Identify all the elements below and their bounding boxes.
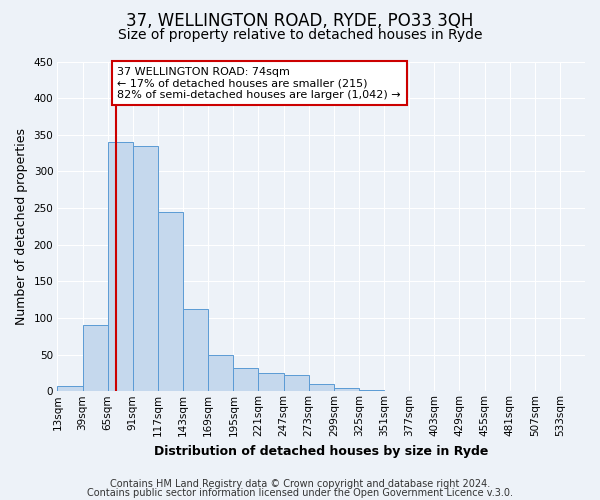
- Bar: [108, 142, 133, 392]
- Bar: [560, 390, 585, 392]
- Bar: [183, 309, 208, 392]
- Bar: [133, 146, 158, 392]
- Bar: [158, 212, 183, 392]
- Bar: [334, 388, 359, 392]
- Bar: [83, 326, 108, 392]
- Bar: [208, 354, 233, 392]
- X-axis label: Distribution of detached houses by size in Ryde: Distribution of detached houses by size …: [154, 444, 488, 458]
- Bar: [308, 384, 334, 392]
- Text: 37, WELLINGTON ROAD, RYDE, PO33 3QH: 37, WELLINGTON ROAD, RYDE, PO33 3QH: [127, 12, 473, 30]
- Text: Size of property relative to detached houses in Ryde: Size of property relative to detached ho…: [118, 28, 482, 42]
- Bar: [359, 390, 384, 392]
- Text: 37 WELLINGTON ROAD: 74sqm
← 17% of detached houses are smaller (215)
82% of semi: 37 WELLINGTON ROAD: 74sqm ← 17% of detac…: [118, 66, 401, 100]
- Y-axis label: Number of detached properties: Number of detached properties: [15, 128, 28, 325]
- Bar: [58, 386, 83, 392]
- Bar: [233, 368, 259, 392]
- Text: Contains HM Land Registry data © Crown copyright and database right 2024.: Contains HM Land Registry data © Crown c…: [110, 479, 490, 489]
- Text: Contains public sector information licensed under the Open Government Licence v.: Contains public sector information licen…: [87, 488, 513, 498]
- Bar: [259, 373, 284, 392]
- Bar: [284, 375, 308, 392]
